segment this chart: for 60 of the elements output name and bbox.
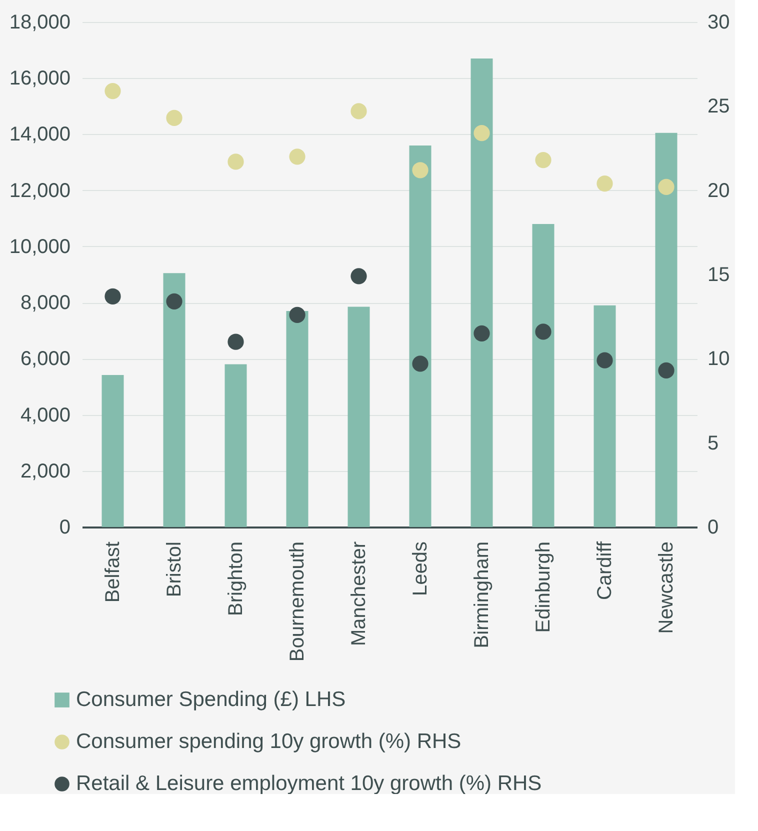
x-tick-label: Brighton xyxy=(224,542,247,616)
point xyxy=(596,176,613,192)
x-tick-label: Cardiff xyxy=(594,541,616,600)
point xyxy=(658,178,674,196)
point xyxy=(289,306,306,323)
y-tick-label: 2,000 xyxy=(20,460,70,482)
bar xyxy=(409,145,432,527)
y-tick-label: 10,000 xyxy=(9,236,70,258)
legend-label: Retail & Leisure employment 10y growth (%) RHS xyxy=(76,772,542,795)
y2-tick-label: 5 xyxy=(708,432,719,454)
bar xyxy=(655,132,678,527)
point xyxy=(412,356,428,372)
y-tick-label: 18,000 xyxy=(9,12,70,34)
y2-tick-label: 25 xyxy=(708,96,730,118)
bar xyxy=(348,306,370,527)
y-tick-label: 4,000 xyxy=(20,404,70,426)
bar xyxy=(163,273,186,527)
y2-tick-label: 30 xyxy=(708,12,730,34)
y2-tick-label: 0 xyxy=(708,516,719,538)
x-tick-label: Bristol xyxy=(163,542,186,598)
point xyxy=(350,268,367,284)
point xyxy=(166,110,182,126)
bar xyxy=(224,364,247,527)
y-tick-label: 14,000 xyxy=(9,124,70,146)
y2-tick-label: 15 xyxy=(708,264,730,286)
bar xyxy=(532,224,554,527)
legend-label: Consumer spending 10y growth (%) RHS xyxy=(76,730,462,753)
point xyxy=(474,325,490,342)
point xyxy=(350,103,367,120)
point xyxy=(166,293,182,310)
point xyxy=(658,362,674,378)
x-tick-label: Newcastle xyxy=(655,542,678,634)
x-tick-label: Edinburgh xyxy=(532,542,554,633)
x-tick-label: Birmingham xyxy=(470,542,493,648)
x-tick-label: Manchester xyxy=(348,541,370,646)
y2-tick-label: 10 xyxy=(708,348,730,370)
legend-label: Consumer Spending (£) LHS xyxy=(76,688,346,711)
point xyxy=(474,125,490,142)
x-tick-label: Leeds xyxy=(409,542,432,596)
point xyxy=(104,288,121,304)
y-tick-label: 16,000 xyxy=(9,68,70,90)
point xyxy=(104,82,121,100)
y-tick-label: 6,000 xyxy=(20,348,70,370)
x-tick-label: Belfast xyxy=(102,541,124,603)
point xyxy=(289,148,306,165)
point xyxy=(228,334,244,350)
point xyxy=(596,352,613,368)
bar xyxy=(594,305,616,527)
point xyxy=(228,154,244,170)
bar xyxy=(470,58,493,527)
y-tick-label: 0 xyxy=(59,516,70,538)
point xyxy=(535,324,552,340)
bar xyxy=(286,310,308,527)
point xyxy=(412,162,428,178)
point xyxy=(535,152,552,168)
y-tick-label: 12,000 xyxy=(9,180,70,202)
y-tick-label: 8,000 xyxy=(20,292,70,314)
y2-tick-label: 20 xyxy=(708,180,730,202)
x-tick-label: Bournemouth xyxy=(286,542,308,662)
bar xyxy=(102,374,124,527)
